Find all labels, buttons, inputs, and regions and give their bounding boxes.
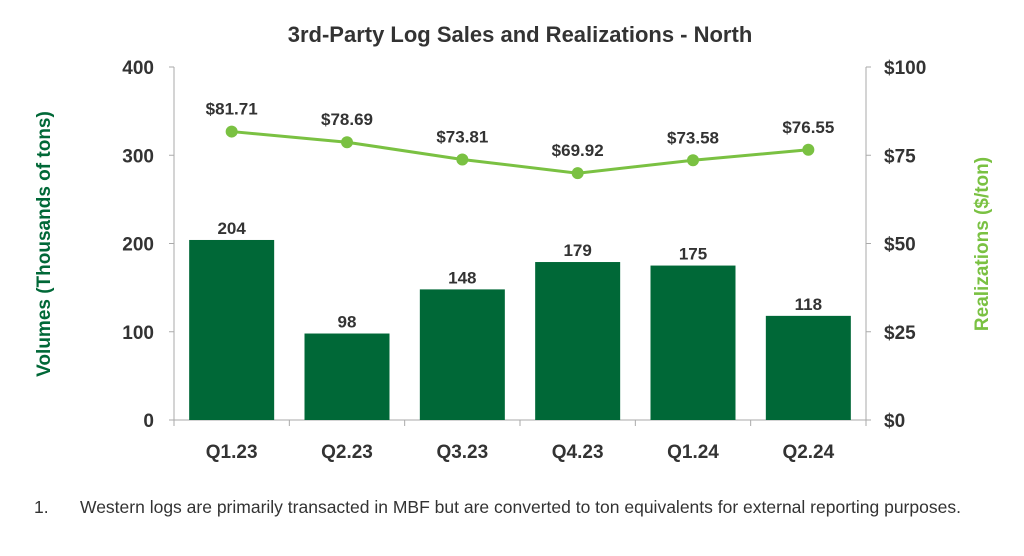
- line-data-label: $81.71: [206, 100, 258, 119]
- y2-tick-label: $100: [884, 58, 926, 79]
- y2-axis-label: Realizations ($/ton): [972, 157, 993, 331]
- bar: [765, 315, 851, 420]
- y-tick-label: 0: [143, 411, 154, 432]
- bar-data-label: 118: [795, 295, 822, 314]
- line-data-label: $76.55: [782, 118, 834, 137]
- bar-data-label: 175: [679, 245, 707, 264]
- line-point: [571, 167, 584, 180]
- bar-data-label: 98: [338, 313, 357, 332]
- line-data-label: $73.81: [436, 127, 488, 146]
- bar-data-label: 204: [217, 219, 246, 238]
- bar: [304, 333, 390, 420]
- line-point: [341, 136, 353, 149]
- bar-data-label: 179: [563, 241, 591, 260]
- chart: 3rd-Party Log Sales and Realizations - N…: [34, 22, 993, 463]
- footnote-text: Western logs are primarily transacted in…: [80, 497, 961, 517]
- line-point: [225, 125, 238, 138]
- line-data-label: $73.58: [667, 128, 719, 147]
- bar: [650, 265, 736, 420]
- footnote: 1. Western logs are primarily transacted…: [34, 496, 1014, 519]
- y2-tick-label: $0: [884, 411, 905, 432]
- x-tick-label: Q2.24: [782, 442, 834, 463]
- line-data-label: $69.92: [552, 141, 604, 160]
- bar: [189, 239, 275, 420]
- x-tick-label: Q4.23: [552, 442, 604, 463]
- x-tick-label: Q3.23: [436, 442, 488, 463]
- y-tick-label: 300: [122, 146, 154, 167]
- line-point: [456, 153, 469, 166]
- y2-tick-label: $75: [884, 146, 916, 167]
- x-tick-label: Q1.24: [667, 442, 719, 463]
- line-data-label: $78.69: [321, 110, 373, 129]
- y2-tick-label: $50: [884, 235, 916, 256]
- y2-tick-label: $25: [884, 323, 916, 344]
- x-tick-label: Q1.23: [206, 442, 258, 463]
- bar: [535, 262, 621, 420]
- y-tick-label: 100: [122, 323, 154, 344]
- realizations-line: [231, 130, 809, 175]
- line-point: [802, 143, 815, 156]
- x-tick-label: Q2.23: [321, 442, 373, 463]
- chart-title: 3rd-Party Log Sales and Realizations - N…: [288, 22, 753, 47]
- bar: [419, 289, 505, 420]
- bar-data-label: 148: [448, 268, 476, 287]
- footnote-number: 1.: [34, 497, 49, 517]
- y-axis-label: Volumes (Thousands of tons): [34, 111, 55, 377]
- line-point: [687, 154, 699, 167]
- y-tick-label: 200: [122, 235, 154, 256]
- y-tick-label: 400: [122, 58, 154, 79]
